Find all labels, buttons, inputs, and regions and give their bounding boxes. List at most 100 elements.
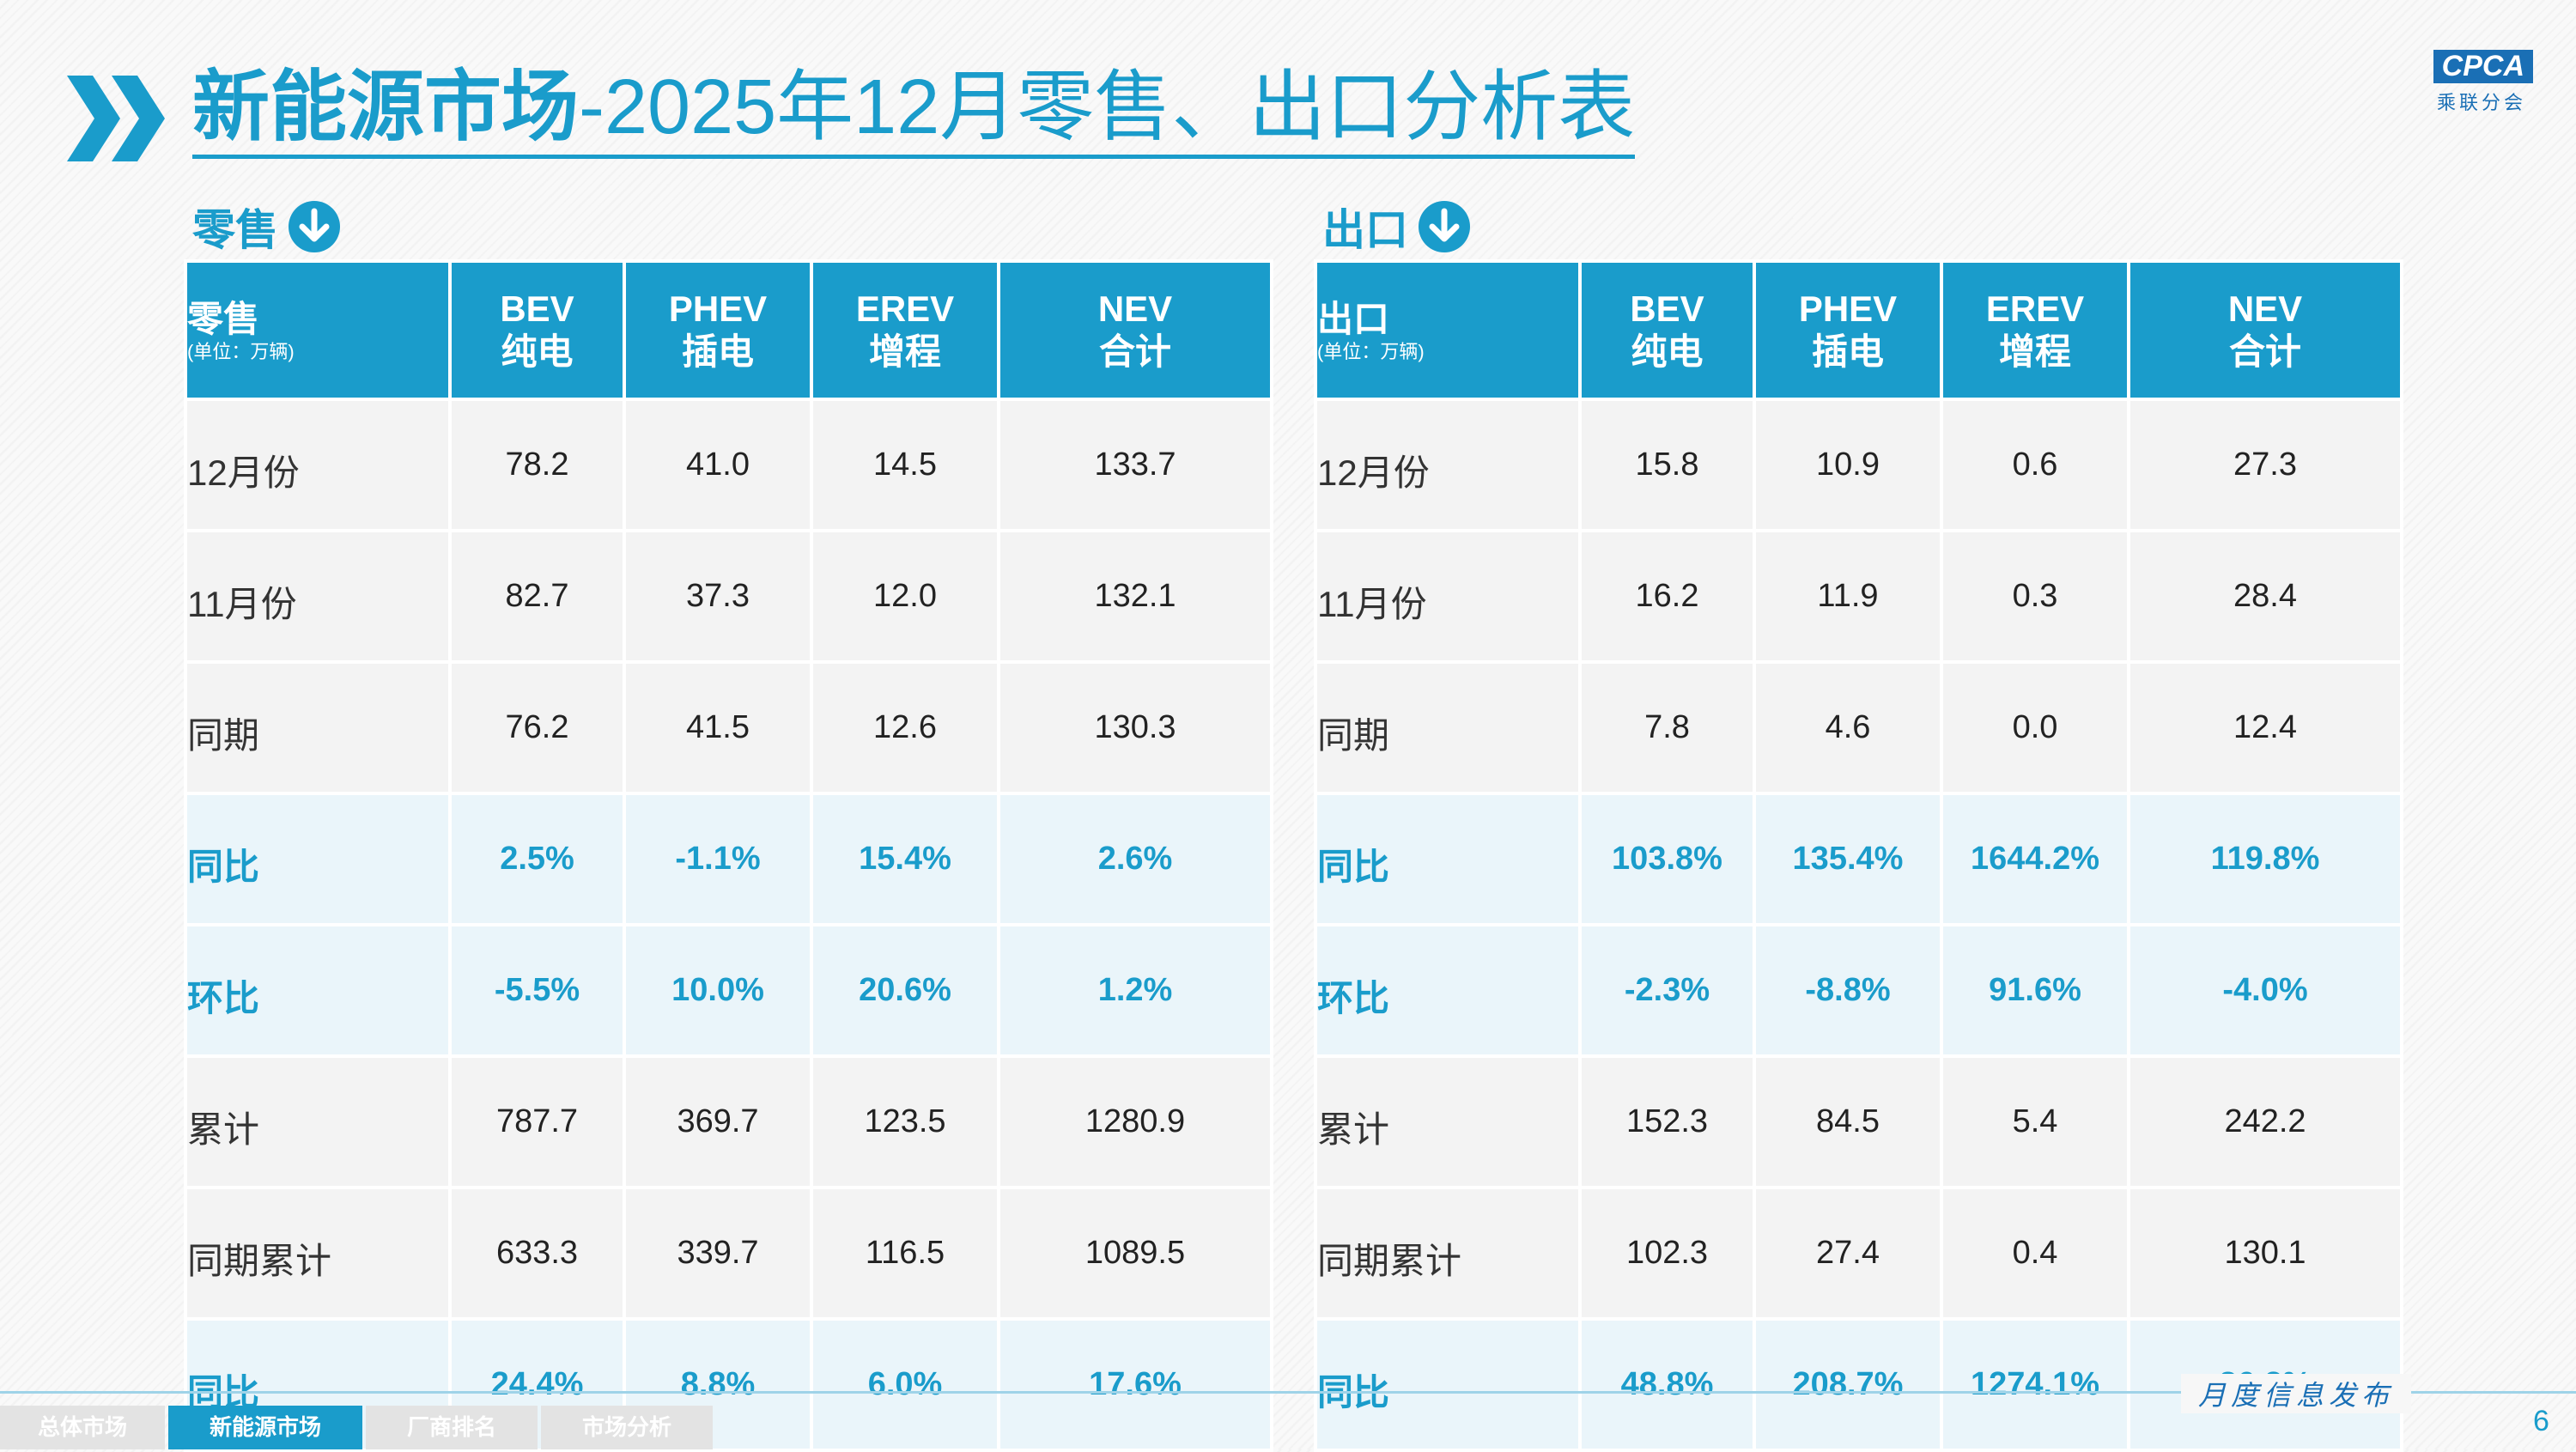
corner-unit: (单位：万辆) [1317, 340, 1425, 362]
section-title: 零售 [192, 206, 278, 254]
table-cell: 0.3 [1940, 529, 2130, 664]
table-cell: 369.7 [623, 1054, 813, 1189]
table-cell: 48.8% [1578, 1317, 1756, 1452]
table-cell: 27.3 [2127, 398, 2403, 532]
row-label: 环比 [1314, 923, 1582, 1058]
row-label: 同期累计 [184, 1186, 452, 1321]
table-cell: 82.7 [448, 529, 626, 664]
table-row: 11月份 16.2 11.9 0.3 28.4 [1314, 529, 2403, 664]
table-cell: 130.3 [997, 660, 1273, 795]
table-cell: 41.0 [623, 398, 813, 532]
corner-cell: 零售 (单位：万辆) [184, 259, 452, 401]
table-cell: 1274.1% [1940, 1317, 2130, 1452]
column-header: PHEV 插电 [623, 259, 813, 401]
table-cell: 12.6 [810, 660, 1000, 795]
table-row: 同比 2.5% -1.1% 15.4% 2.6% [184, 792, 1273, 926]
row-label: 同期 [1314, 660, 1582, 795]
row-label: 环比 [184, 923, 452, 1058]
table-row: 12月份 78.2 41.0 14.5 133.7 [184, 398, 1273, 532]
column-zh: 增程 [1998, 331, 2071, 372]
table-cell: 133.7 [997, 398, 1273, 532]
table-cell: 0.4 [1940, 1186, 2130, 1321]
table-cell: 130.1 [2127, 1186, 2403, 1321]
table-cell: 84.5 [1753, 1054, 1943, 1189]
table-cell: -8.8% [1753, 923, 1943, 1058]
page-title: 新能源市场-2025年12月零售、出口分析表 [192, 60, 1636, 159]
logo-text: CPCA [2433, 50, 2533, 83]
corner-unit: (单位：万辆) [187, 340, 295, 362]
table-cell: 152.3 [1578, 1054, 1756, 1189]
footer-tab[interactable]: 市场分析 [541, 1406, 713, 1449]
row-label: 12月份 [184, 398, 452, 532]
column-header: NEV 合计 [2127, 259, 2403, 401]
table-cell: 17.6% [997, 1317, 1273, 1452]
table-row: 累计 152.3 84.5 5.4 242.2 [1314, 1054, 2403, 1189]
table-cell: 123.5 [810, 1054, 1000, 1189]
footer-tab[interactable]: 新能源市场 [168, 1406, 362, 1449]
column-zh: 合计 [2228, 331, 2301, 372]
row-label: 11月份 [184, 529, 452, 664]
row-label: 累计 [1314, 1054, 1582, 1189]
table-cell: 6.0% [810, 1317, 1000, 1452]
corner-title: 出口 [1317, 298, 1390, 339]
column-header: NEV 合计 [997, 259, 1273, 401]
column-en: BEV [500, 288, 574, 329]
table-row: 环比 -5.5% 10.0% 20.6% 1.2% [184, 923, 1273, 1058]
table-cell: 132.1 [997, 529, 1273, 664]
row-label: 同期 [184, 660, 452, 795]
column-zh: 合计 [1098, 331, 1171, 372]
footer-tabs: 总体市场 新能源市场 厂商排名 市场分析 [0, 1406, 716, 1449]
table-cell: 78.2 [448, 398, 626, 532]
table-cell: 76.2 [448, 660, 626, 795]
table-cell: 10.9 [1753, 398, 1943, 532]
column-zh: 纯电 [501, 331, 574, 372]
table-cell: 14.5 [810, 398, 1000, 532]
logo: CPCA 乘联分会 [2353, 50, 2533, 118]
section-label: 零售 [192, 196, 342, 258]
table-cell: 20.6% [810, 923, 1000, 1058]
table-row: 12月份 15.8 10.9 0.6 27.3 [1314, 398, 2403, 532]
column-en: PHEV [668, 288, 768, 329]
table-row: 同期累计 633.3 339.7 116.5 1089.5 [184, 1186, 1273, 1321]
data-table: 出口 (单位：万辆) BEV 纯电 PHEV 插电 EREV 增程 NEV 合计 12月份 15.8 1… [1314, 259, 2403, 1452]
column-zh: 插电 [1811, 331, 1884, 372]
data-table: 零售 (单位：万辆) BEV 纯电 PHEV 插电 EREV 增程 NEV 合计 12月份 78.2 4… [184, 259, 1273, 1452]
footer-tab[interactable]: 总体市场 [0, 1406, 165, 1449]
table-cell: 7.8 [1578, 660, 1756, 795]
table-cell: 2.6% [997, 792, 1273, 926]
table-cell: 27.4 [1753, 1186, 1943, 1321]
table-row: 11月份 82.7 37.3 12.0 132.1 [184, 529, 1273, 664]
table-cell: 28.4 [2127, 529, 2403, 664]
table-cell: -5.5% [448, 923, 626, 1058]
table-cell: 12.4 [2127, 660, 2403, 795]
table-cell: 15.4% [810, 792, 1000, 926]
table-cell: 1089.5 [997, 1186, 1273, 1321]
title-rest: -2025年12月零售、出口分析表 [579, 64, 1636, 150]
down-icon [289, 201, 340, 252]
table-cell: 1280.9 [997, 1054, 1273, 1189]
column-en: NEV [2227, 288, 2303, 329]
table-cell: -2.3% [1578, 923, 1756, 1058]
column-en: PHEV [1798, 288, 1898, 329]
table-cell: -4.0% [2127, 923, 2403, 1058]
table-cell: 103.8% [1578, 792, 1756, 926]
table-row: 同比 103.8% 135.4% 1644.2% 119.8% [1314, 792, 2403, 926]
table-cell: 2.5% [448, 792, 626, 926]
row-label: 同期累计 [1314, 1186, 1582, 1321]
corner-title: 零售 [187, 298, 260, 339]
table-row: 同期累计 102.3 27.4 0.4 130.1 [1314, 1186, 2403, 1321]
table-cell: 119.8% [2127, 792, 2403, 926]
table-cell: 16.2 [1578, 529, 1756, 664]
footer-tab[interactable]: 厂商排名 [366, 1406, 538, 1449]
table-cell: 633.3 [448, 1186, 626, 1321]
column-en: EREV [855, 288, 955, 329]
title-chevrons [67, 76, 165, 161]
table-cell: 10.0% [623, 923, 813, 1058]
column-header: BEV 纯电 [448, 259, 626, 401]
table-cell: 0.6 [1940, 398, 2130, 532]
table-cell: 12.0 [810, 529, 1000, 664]
column-en: NEV [1097, 288, 1173, 329]
header-row: 出口 (单位：万辆) BEV 纯电 PHEV 插电 EREV 增程 NEV 合计 [1314, 259, 2403, 401]
table-cell: 787.7 [448, 1054, 626, 1189]
